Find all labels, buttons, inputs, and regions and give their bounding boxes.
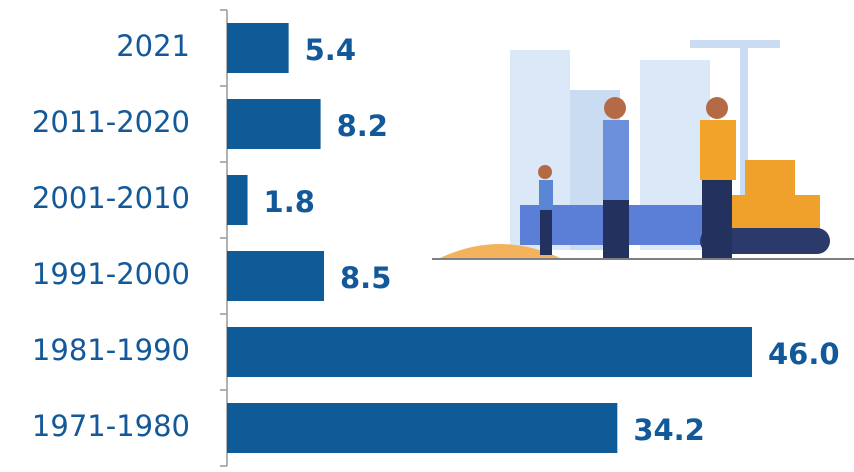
value-label: 8.5	[340, 261, 391, 295]
category-label: 1981-1990	[32, 333, 190, 367]
category-label: 2001-2010	[32, 181, 190, 215]
value-label: 1.8	[264, 185, 315, 219]
bar	[227, 23, 289, 73]
bar	[227, 175, 248, 225]
illustration	[432, 40, 854, 259]
category-label: 2011-2020	[32, 105, 190, 139]
bar	[227, 99, 321, 149]
value-label: 5.4	[305, 33, 356, 67]
value-label: 8.2	[337, 109, 388, 143]
category-label: 2021	[116, 29, 190, 63]
category-label: 1971-1980	[32, 409, 190, 443]
bar	[227, 251, 324, 301]
category-label: 1991-2000	[32, 257, 190, 291]
bar	[227, 403, 617, 453]
value-label: 46.0	[768, 337, 840, 371]
value-label: 34.2	[633, 413, 705, 447]
chart: 2021 5.4 2011-2020 8.2 2001-2010 1.8 1991-2000…	[0, 0, 854, 472]
bar	[227, 327, 752, 377]
